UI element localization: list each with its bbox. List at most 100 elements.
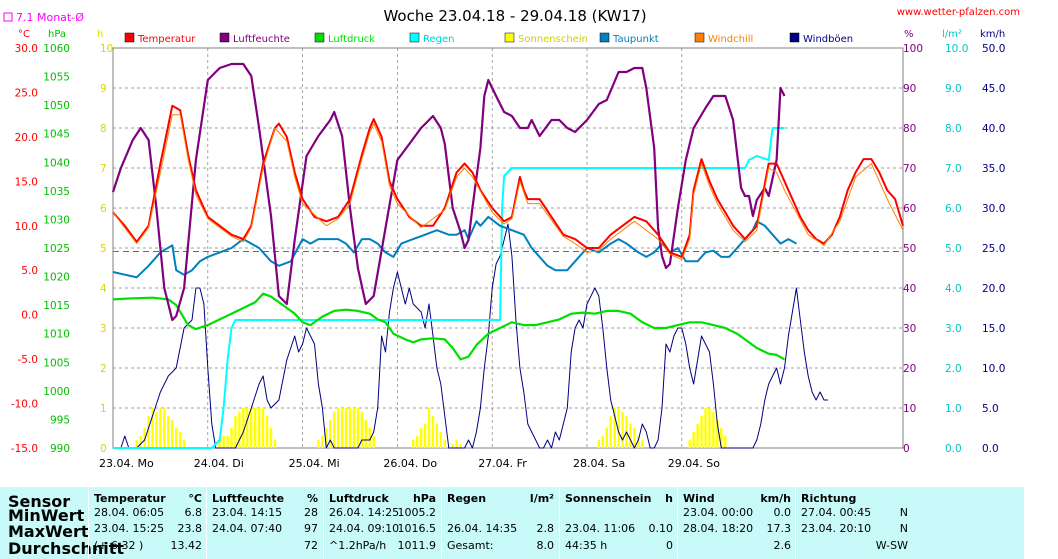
sunshine-bar	[720, 428, 723, 448]
stats-col-luftfeuchte: Luftfeuchte% 23.04. 14:15 28 24.04. 07:40 97…	[208, 487, 322, 559]
stats-col-value: 72	[304, 539, 318, 552]
kmh-tick-label: 5.0	[982, 403, 999, 415]
stats-col-unit: hPa	[412, 492, 436, 505]
legend-label-0: Temperatur	[137, 34, 196, 45]
lm2-tick-label: 0.0	[945, 443, 962, 455]
percent-tick-label: 10	[903, 403, 916, 415]
weather-chart: Woche 23.04.18 - 29.04.18 (KW17) www.wet…	[3, 7, 1020, 470]
sunshine-bar	[360, 412, 364, 448]
sunshine-bar	[222, 436, 225, 448]
sunshine-bar	[419, 428, 423, 448]
sunshine-bar	[641, 440, 644, 448]
stats-col-date: 23.04. 00:00	[683, 506, 754, 519]
sunshine-bar	[459, 444, 462, 448]
hpa-tick-label: 1005	[43, 357, 70, 369]
stats-col-temperatur: Temperatur °C 28.04. 06:05 6.8 23.04. 15:25 2…	[90, 487, 206, 559]
sunshine-bar	[412, 440, 415, 448]
lm2-tick-label: 1.0	[945, 403, 962, 415]
sunshine-bar	[688, 440, 691, 448]
hpa-tick-label: 1055	[43, 72, 70, 84]
stats-col-header: Luftdruck	[329, 492, 389, 505]
stats-col-sonnenschein: Sonnenschein h 23.04. 11:06 0.10 44:35 h 0	[561, 487, 677, 559]
stats-col-date: 28.04. 18:20	[683, 522, 754, 535]
legend-label-2: Luftdruck	[328, 34, 375, 45]
sunshine-bar	[708, 408, 711, 448]
stats-col-luftdruck: Luftdruck hPa 26.04. 14:25 1005.2 24.04. 09:…	[325, 487, 440, 559]
monthly-avg-box-icon	[3, 12, 13, 22]
sunshine-bar	[269, 428, 273, 448]
sunshine-bar	[226, 436, 229, 448]
sunshine-bar	[696, 424, 699, 448]
sunshine-bar	[629, 424, 632, 448]
unit-percent: %	[904, 29, 914, 40]
percent-tick-label: 100	[903, 43, 923, 55]
sunshine-bar	[633, 428, 636, 448]
sunshine-bar	[151, 408, 154, 448]
legend-label-6: Windchill	[708, 34, 753, 45]
stats-separator	[88, 487, 89, 559]
sunshine-bar	[333, 412, 336, 448]
hours-tick-label: 3	[100, 323, 107, 335]
legend-swatch-2	[314, 32, 325, 43]
stats-col-header: Regen	[447, 492, 487, 505]
stats-separator	[795, 487, 796, 559]
sunshine-bar	[609, 416, 612, 448]
sunshine-bar	[336, 408, 340, 448]
sunshine-bar	[356, 408, 360, 448]
stats-col-value: 1005.2	[397, 506, 437, 519]
hpa-tick-label: 1000	[43, 386, 70, 398]
stats-col-value: 17.3	[766, 522, 792, 535]
stats-col-wind: Wind km/h 23.04. 00:00 0.0 28.04. 18:20 17.3 2…	[679, 487, 795, 559]
sunshine-bar	[431, 416, 435, 448]
percent-tick-label: 0	[903, 443, 910, 455]
hpa-tick-label: 990	[50, 443, 70, 455]
legend: Temperatur Luftfeuchte Luftdruck Regen Sonne…	[124, 32, 853, 45]
hpa-tick-label: 995	[50, 414, 70, 426]
day-label: 29.04. So	[668, 457, 720, 470]
stats-col-date: 24.04. 09:10	[329, 522, 400, 535]
website-link[interactable]: www.wetter-pfalzen.com	[897, 7, 1020, 18]
stats-col-header: Temperatur	[94, 492, 166, 505]
stats-col-unit: km/h	[760, 492, 791, 505]
stats-row-label: Durchschnitt	[8, 539, 125, 558]
hours-tick-label: 9	[100, 83, 107, 95]
stats-separator	[206, 487, 207, 559]
sunshine-bar	[427, 408, 431, 448]
kmh-tick-label: 20.0	[982, 283, 1005, 295]
sunshine-bar	[329, 420, 332, 448]
sunshine-bar	[242, 408, 245, 448]
temp-tick-label: 0.0	[21, 310, 38, 322]
stats-sensor-header: Sensor	[8, 492, 71, 511]
kmh-tick-label: 15.0	[982, 323, 1005, 335]
stats-col-unit: h	[665, 492, 673, 505]
stats-col-date: 23.04. 20:10	[801, 522, 872, 535]
sunshine-bar	[352, 408, 356, 448]
kmh-tick-label: 30.0	[982, 203, 1005, 215]
stats-col-date: 27.04. 00:45	[801, 506, 872, 519]
stats-col-value: N	[899, 506, 908, 519]
plot-area	[111, 62, 904, 449]
series-regen-line	[113, 127, 785, 449]
percent-tick-label: 70	[903, 163, 916, 175]
sunshine-bar	[175, 428, 178, 448]
sunshine-bar	[257, 408, 261, 448]
stats-col-date: 23.04. 14:15	[212, 506, 283, 519]
sunshine-bar	[167, 416, 170, 448]
hours-tick-label: 8	[100, 123, 107, 135]
sunshine-bar	[423, 424, 427, 448]
stats-col-value: 13.42	[170, 539, 203, 552]
stats-col-value: 0.0	[773, 506, 792, 519]
sunshine-bar	[716, 420, 719, 448]
lm2-tick-label: 6.0	[945, 203, 962, 215]
stats-col-date: 28.04. 06:05	[94, 506, 165, 519]
stats-col-unit: °C	[188, 492, 202, 505]
sunshine-bar	[435, 424, 439, 448]
sunshine-bar	[178, 432, 182, 448]
stats-col-richtung: Richtung 27.04. 00:45 N 23.04. 20:10 N W-SW	[797, 487, 912, 559]
sunshine-bar	[254, 408, 257, 448]
hpa-tick-label: 1015	[43, 300, 70, 312]
sunshine-bar	[605, 428, 608, 448]
hours-tick-label: 4	[100, 283, 107, 295]
percent-tick-label: 30	[903, 323, 916, 335]
stats-col-date: 23.04. 11:06	[565, 522, 636, 535]
